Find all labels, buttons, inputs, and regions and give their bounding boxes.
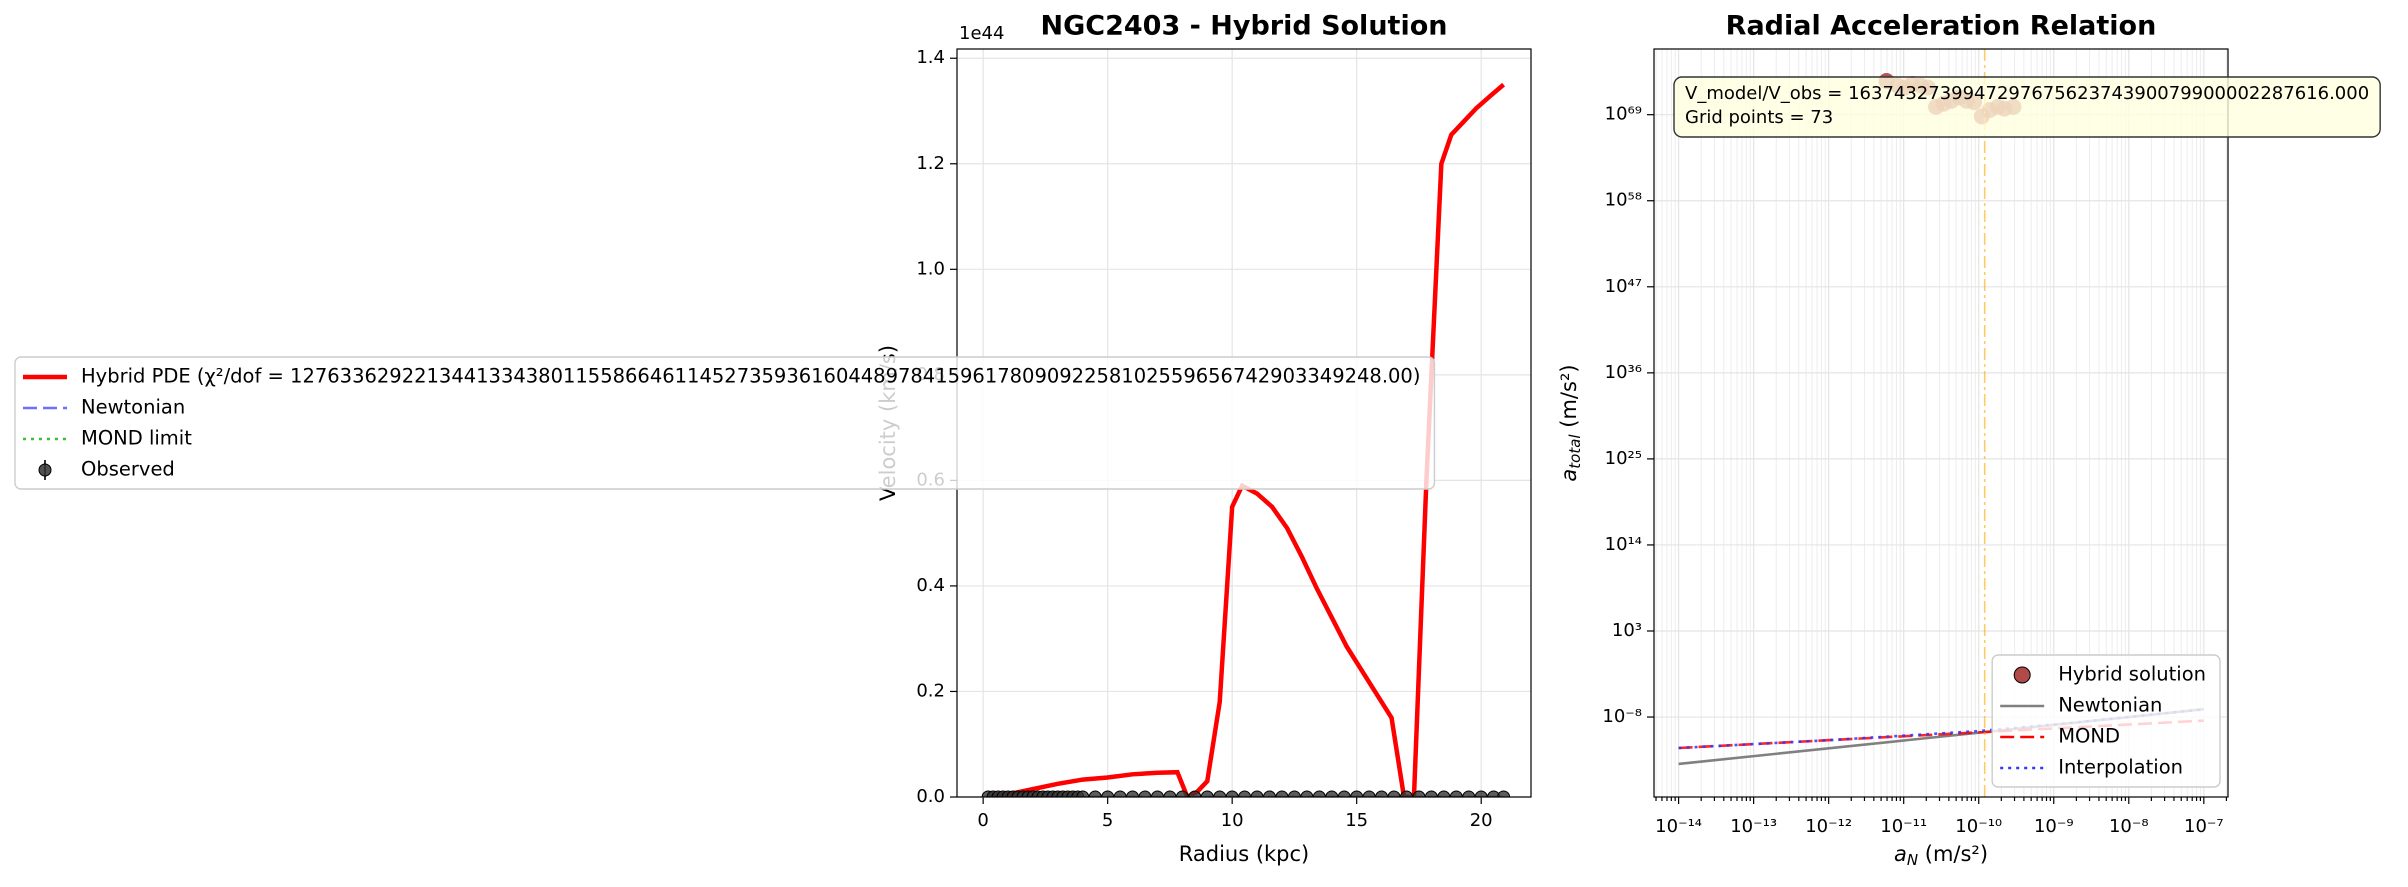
label-symbol: a xyxy=(1894,842,1907,866)
data-point xyxy=(1250,790,1264,797)
data-point xyxy=(1163,790,1177,797)
y-tick-label: 10¹⁴ xyxy=(1605,534,1642,555)
data-point xyxy=(1325,790,1339,797)
label-unit: (m/s²) xyxy=(1557,364,1581,434)
x-tick-label: 10⁻⁸ xyxy=(2109,816,2149,837)
legend-frame xyxy=(1991,654,2221,788)
data-point xyxy=(1275,790,1289,797)
y-offset-label: 1e44 xyxy=(959,23,1004,44)
label-symbol: a xyxy=(1557,469,1581,482)
data-point xyxy=(1362,790,1376,797)
x-tick-label: 10⁻⁷ xyxy=(2184,816,2224,837)
y-tick-label: 1.0 xyxy=(916,258,945,279)
chart-title: NGC2403 - Hybrid Solution xyxy=(1041,11,1448,42)
plot-series xyxy=(981,82,1511,797)
data-point xyxy=(1399,790,1413,797)
data-point xyxy=(1113,790,1127,797)
legend-label: Hybrid solution xyxy=(2058,663,2206,686)
data-point xyxy=(1497,790,1511,797)
data-point xyxy=(1350,790,1364,797)
data-point xyxy=(1287,790,1301,797)
data-point xyxy=(1424,790,1438,797)
text-box-line: V_model/V_obs = 163743273994729767562374… xyxy=(1685,83,2369,104)
y-tick-label: 10⁻⁸ xyxy=(1602,706,1642,727)
x-tick-label: 10⁻¹² xyxy=(1805,816,1852,837)
data-point xyxy=(1088,790,1102,797)
axes-frame xyxy=(1653,48,2229,798)
x-label: Radius (kpc) xyxy=(1179,842,1310,866)
y-tick-label: 10³⁶ xyxy=(1605,362,1642,383)
data-point xyxy=(1337,790,1351,797)
x-tick-label: 10⁻¹¹ xyxy=(1880,816,1927,837)
x-tick-label: 10⁻¹³ xyxy=(1730,816,1777,837)
data-point xyxy=(1076,790,1090,797)
y-tick-label: 10⁶⁹ xyxy=(1605,104,1642,125)
legend-marker xyxy=(2013,666,2031,684)
legend-label: Newtonian xyxy=(2058,694,2162,717)
data-point xyxy=(1188,790,1202,797)
x-tick-label: 10⁻¹⁴ xyxy=(1655,816,1702,837)
legend: Hybrid solution Newtonian MOND Interpolatio… xyxy=(1991,654,2221,788)
data-point xyxy=(1437,790,1451,797)
legend-label: MOND xyxy=(2058,725,2120,748)
data-point xyxy=(1462,790,1476,797)
chart-title: Radial Acceleration Relation xyxy=(1726,11,2157,42)
y-tick-label: 1.2 xyxy=(916,153,945,174)
legend-frame xyxy=(14,356,1436,490)
y-tick-label: 10³ xyxy=(1612,620,1642,641)
x-tick-label: 10⁻⁹ xyxy=(2034,816,2074,837)
legend-label: Hybrid PDE (χ²/dof = 1276336292213441334… xyxy=(81,365,1420,388)
label-subscript: N xyxy=(1907,851,1918,869)
data-point xyxy=(1474,790,1488,797)
data-point xyxy=(1412,790,1426,797)
y-tick-label: 0.0 xyxy=(916,786,945,807)
legend-label: Newtonian xyxy=(81,396,185,419)
data-point xyxy=(1200,790,1214,797)
legend-label: Interpolation xyxy=(2058,756,2183,779)
data-point xyxy=(1449,790,1463,797)
data-point xyxy=(1126,790,1140,797)
y-tick-label: 10²⁵ xyxy=(1605,448,1642,469)
legend-label: MOND limit xyxy=(81,427,192,450)
x-tick-label: 20 xyxy=(1470,810,1493,831)
y-tick-label: 10⁵⁸ xyxy=(1605,190,1642,211)
data-point xyxy=(1387,790,1401,797)
legend-marker xyxy=(38,463,52,477)
y-tick-label: 10⁴⁷ xyxy=(1605,276,1642,297)
data-point xyxy=(1263,790,1277,797)
x-tick-label: 0 xyxy=(977,810,988,831)
data-point xyxy=(1150,790,1164,797)
data-point xyxy=(1225,790,1239,797)
data-point xyxy=(1138,790,1152,797)
data-point xyxy=(1175,790,1189,797)
data-point xyxy=(1101,790,1115,797)
y-tick-label: 1.4 xyxy=(916,47,945,68)
x-tick-label: 5 xyxy=(1102,810,1113,831)
x-tick-label: 15 xyxy=(1345,810,1368,831)
x-tick-label: 10⁻¹⁰ xyxy=(1955,816,2002,837)
data-point xyxy=(1375,790,1389,797)
data-point xyxy=(1487,790,1501,797)
label-subscript: total xyxy=(1566,434,1584,469)
data-point xyxy=(1213,790,1227,797)
series-line xyxy=(1678,719,2204,750)
label-unit: (m/s²) xyxy=(1918,842,1988,866)
y-tick-label: 0.4 xyxy=(916,575,945,596)
y-tick-label: 0.2 xyxy=(916,680,945,701)
data-point xyxy=(1312,790,1326,797)
x-label: aN (m/s²) xyxy=(1894,842,1988,869)
legend-label: Observed xyxy=(81,458,175,481)
text-box: V_model/V_obs = 163743273994729767562374… xyxy=(1673,76,2381,138)
series-line xyxy=(987,82,1506,797)
y-label: atotal (m/s²) xyxy=(1557,364,1584,481)
data-point xyxy=(1238,790,1252,797)
text-box-frame xyxy=(1673,76,2381,138)
legend: Hybrid PDE (χ²/dof = 1276336292213441334… xyxy=(14,356,1436,490)
x-tick-label: 10 xyxy=(1221,810,1244,831)
data-point xyxy=(1300,790,1314,797)
text-box-line: Grid points = 73 xyxy=(1685,107,1833,128)
